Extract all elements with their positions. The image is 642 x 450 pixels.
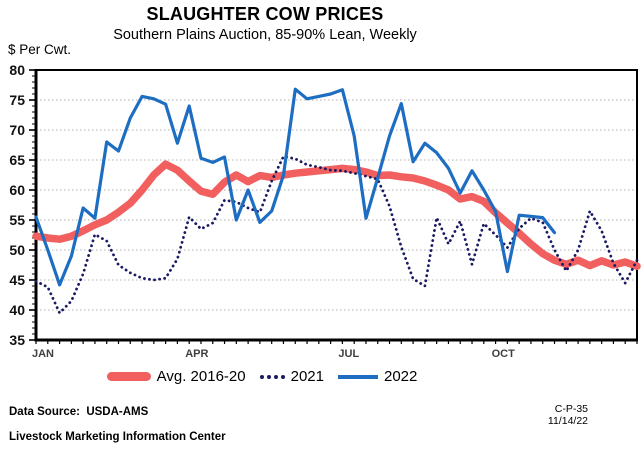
svg-text:45: 45 [9,272,25,288]
page-subtitle: Southern Plains Auction, 85-90% Lean, We… [113,27,417,43]
svg-text:70: 70 [9,122,25,138]
svg-text:APR: APR [185,348,208,360]
svg-text:60: 60 [9,182,25,198]
doc-id-block: C-P-35 11/14/22 [470,403,588,427]
svg-text:OCT: OCT [492,348,516,360]
legend-label-2021: 2021 [290,368,324,385]
solid-line-swatch-icon [337,374,378,379]
legend: Avg. 2016-20 2021 2022 [0,368,524,385]
svg-text:80: 80 [9,62,25,78]
svg-text:35: 35 [9,332,25,348]
svg-text:55: 55 [9,212,25,228]
legend-item-2022: 2022 [337,368,418,385]
legend-item-avg: Avg. 2016-20 [106,368,246,385]
footer-organization: Livestock Marketing Information Center [9,431,226,443]
svg-text:65: 65 [9,152,25,168]
doc-code: C-P-35 [554,403,588,415]
doc-date: 11/14/22 [547,415,588,427]
svg-text:50: 50 [9,242,25,258]
y-axis-unit-label: $ Per Cwt. [8,42,72,57]
svg-text:JUL: JUL [338,348,359,360]
svg-text:40: 40 [9,302,25,318]
svg-text:JAN: JAN [32,348,54,360]
svg-text:75: 75 [9,92,25,108]
avg-line-swatch-icon [106,372,151,381]
legend-label-2022: 2022 [383,368,418,385]
dotted-line-swatch-icon [259,374,285,379]
legend-label-avg: Avg. 2016-20 [156,368,246,385]
footer-data-source: Data Source: USDA-AMS [9,406,149,418]
legend-item-2021: 2021 [259,368,324,385]
page-title: SLAUGHTER COW PRICES [146,4,384,24]
title-block: SLAUGHTER COW PRICES Southern Plains Auc… [0,4,530,43]
